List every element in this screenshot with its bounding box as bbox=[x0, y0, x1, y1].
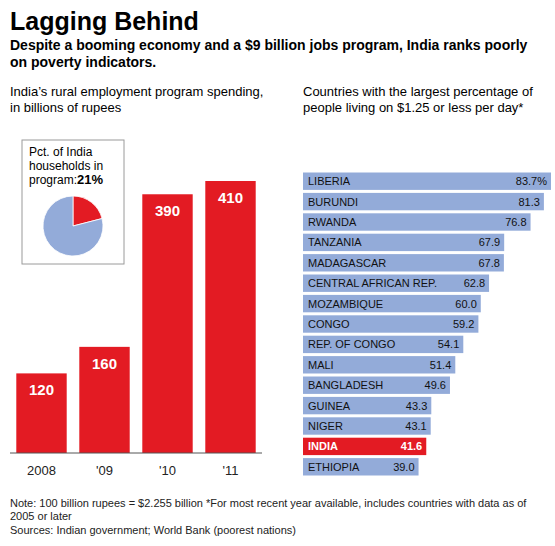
bars bbox=[16, 181, 255, 453]
bar bbox=[16, 373, 66, 453]
chart-title-line: Countries with the largest percentage of bbox=[303, 84, 533, 99]
data-label: 83.7% bbox=[516, 175, 547, 187]
note-line: Note: 100 billion rupees = $2.255 billio… bbox=[10, 497, 527, 509]
bar bbox=[303, 295, 481, 312]
data-label: 410 bbox=[218, 189, 243, 206]
data-label: 62.8 bbox=[464, 277, 485, 289]
bar bbox=[303, 213, 531, 230]
bars bbox=[303, 173, 551, 476]
bar bbox=[303, 234, 504, 251]
bar bbox=[303, 397, 431, 414]
tick-label: MADAGASCAR bbox=[308, 257, 386, 269]
bar bbox=[303, 173, 551, 190]
bar bbox=[303, 275, 489, 292]
tick-label: '11 bbox=[223, 463, 239, 478]
bar bbox=[303, 438, 426, 455]
bar bbox=[303, 254, 504, 271]
data-label: 60.0 bbox=[455, 298, 476, 310]
tick-label: TANZANIA bbox=[308, 236, 362, 248]
chart-title-line: in billions of rupees bbox=[10, 100, 122, 115]
data-label: 43.1 bbox=[405, 420, 426, 432]
note: Note: 100 billion rupees = $2.255 billio… bbox=[10, 497, 527, 522]
subtitle-line: Despite a booming economy and a $9 billi… bbox=[10, 37, 528, 53]
bar bbox=[303, 458, 419, 475]
subtitle-line: on poverty indicators. bbox=[10, 54, 156, 70]
data-label: 67.8 bbox=[478, 257, 499, 269]
figure: Lagging Behind Despite a booming economy … bbox=[0, 0, 555, 546]
data-label: 59.2 bbox=[453, 318, 474, 330]
pie-title-line: households in bbox=[29, 159, 103, 173]
tick-label: NIGER bbox=[308, 420, 343, 432]
bar bbox=[303, 193, 544, 210]
data-label: 81.3 bbox=[518, 196, 539, 208]
source: Sources: Indian government; World Bank (… bbox=[10, 524, 296, 536]
data-label: 43.3 bbox=[406, 400, 427, 412]
data-label: 67.9 bbox=[479, 236, 500, 248]
data-label: 390 bbox=[155, 202, 180, 219]
inset-box bbox=[22, 140, 124, 264]
data-label: 54.1 bbox=[438, 338, 459, 350]
bar bbox=[79, 347, 129, 453]
subtitle: Despite a booming economy and a $9 billi… bbox=[10, 37, 528, 70]
tick-label: ETHIOPIA bbox=[308, 461, 360, 473]
bar bbox=[303, 315, 478, 332]
tick-label: GUINEA bbox=[308, 400, 351, 412]
bar bbox=[142, 194, 192, 453]
note-line: 2005 or later bbox=[10, 510, 72, 522]
tick-label: MALI bbox=[308, 359, 334, 371]
tick-label: CENTRAL AFRICAN REP. bbox=[308, 277, 437, 289]
data-label: 41.6 bbox=[401, 440, 422, 452]
tick-label: BURUNDI bbox=[308, 196, 358, 208]
bar bbox=[205, 181, 255, 453]
tick-label: '09 bbox=[96, 463, 113, 478]
pie-title-line: Pct. of India bbox=[29, 145, 93, 159]
tick-label: 2008 bbox=[27, 463, 56, 478]
tick-label: REP. OF CONGO bbox=[308, 338, 396, 350]
bar bbox=[303, 377, 450, 394]
tick-label: INDIA bbox=[308, 440, 338, 452]
tick-label: CONGO bbox=[308, 318, 350, 330]
bar bbox=[303, 336, 463, 353]
tick-label: BANGLADESH bbox=[308, 379, 383, 391]
data-label: 120 bbox=[29, 381, 54, 398]
tick-label: RWANDA bbox=[308, 216, 357, 228]
tick-label: '10 bbox=[159, 463, 176, 478]
pie-title-line: program: bbox=[29, 173, 77, 187]
data-label: 39.0 bbox=[393, 461, 414, 473]
chart-title-line: India’s rural employment program spendin… bbox=[10, 84, 263, 99]
pie-slice bbox=[43, 196, 103, 256]
chart-title-line: people living on $1.25 or less per day* bbox=[303, 100, 523, 115]
tick-label: LIBERIA bbox=[308, 175, 351, 187]
data-label: 160 bbox=[92, 355, 117, 372]
labels: LIBERIA 83.7% BURUNDI 81.3 RWANDA 76.8 TANZANI… bbox=[308, 175, 547, 473]
bar bbox=[303, 356, 455, 373]
bar bbox=[303, 417, 431, 434]
data-label: 21% bbox=[77, 172, 103, 187]
pie-title: Pct. of Indiahouseholds inprogram: bbox=[29, 145, 103, 187]
tick-label: MOZAMBIQUE bbox=[308, 298, 383, 310]
axis-line bbox=[10, 453, 262, 454]
labels: 120 2008 160 '09 390 '10 410 '11 bbox=[27, 189, 243, 478]
data-label: 76.8 bbox=[505, 216, 526, 228]
chart-title: Countries with the largest percentage of… bbox=[303, 84, 533, 115]
data-label: 49.6 bbox=[425, 379, 446, 391]
page: {"title": "Lagging Behind", "subtitle": … bbox=[0, 0, 555, 546]
title: Lagging Behind bbox=[10, 7, 199, 35]
data-label: 51.4 bbox=[430, 359, 451, 371]
chart-title: India’s rural employment program spendin… bbox=[10, 84, 263, 115]
